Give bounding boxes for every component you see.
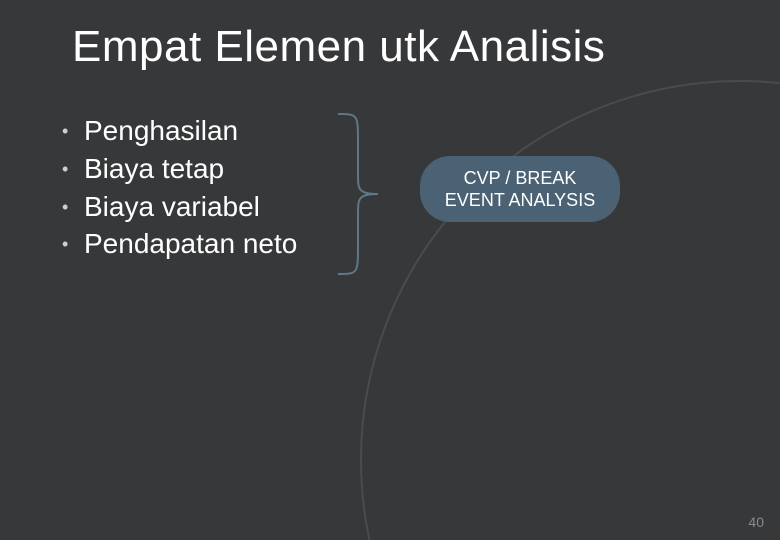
callout-text: CVP / BREAK EVENT ANALYSIS — [445, 167, 595, 212]
decor-circle — [360, 80, 780, 540]
callout-line2: EVENT ANALYSIS — [445, 190, 595, 210]
list-item: Biaya variabel — [60, 188, 297, 226]
list-item: Biaya tetap — [60, 150, 297, 188]
slide-title: Empat Elemen utk Analisis — [72, 22, 605, 72]
brace-path — [338, 114, 378, 274]
slide: Empat Elemen utk Analisis Penghasilan Bi… — [0, 0, 780, 540]
callout-line1: CVP / BREAK — [464, 168, 577, 188]
list-item: Pendapatan neto — [60, 225, 297, 263]
list-item: Penghasilan — [60, 112, 297, 150]
bullet-list: Penghasilan Biaya tetap Biaya variabel P… — [60, 112, 297, 263]
callout-box: CVP / BREAK EVENT ANALYSIS — [420, 156, 620, 222]
brace-icon — [328, 104, 398, 284]
page-number: 40 — [748, 514, 764, 530]
